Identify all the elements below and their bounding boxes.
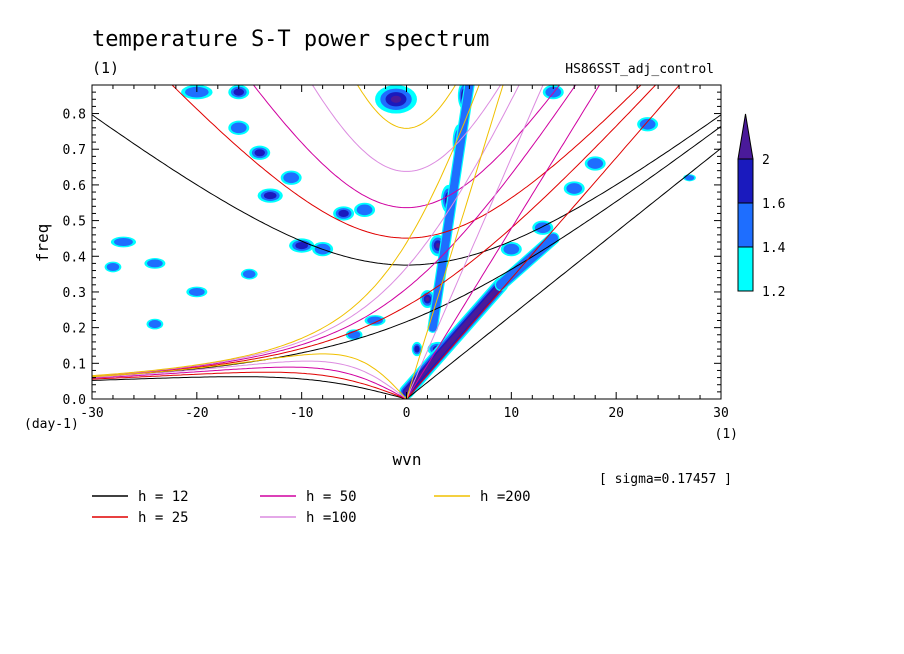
legend-label-h25: h = 25 [138,510,189,526]
spectrum-blob-30-level-1 [639,118,656,130]
spectrum-blob-22-level-1 [188,287,205,296]
y-tick-label: 0.6 [63,179,86,194]
curve-h200-mrg [92,85,480,377]
spectrum-blob-14-level-2 [263,192,277,200]
spectrum-blob-8-level-1 [367,316,383,325]
x-tick-label: -30 [80,406,103,421]
spectrum-ridge-1-level-1 [495,233,559,290]
curve-h12-kelvin [406,147,721,399]
curve-h100-rossby [92,360,407,399]
x-axis-units: (1) [715,427,738,442]
colorbar-segment-2 [737,158,754,204]
curve-h100-ig [311,85,502,172]
spectrum-blob-25-level-1 [242,270,256,279]
chart-units-label: (1) [92,59,119,77]
spectrum-blob-24-level-1 [148,320,162,329]
spectrum-blob-13-level-1 [356,204,373,216]
curve-h12-mrg [92,125,721,378]
x-tick-label: 30 [713,406,729,421]
curve-h25-rossby [92,371,407,399]
curve-h100-kelvin [406,85,544,399]
spectrum-blob-10-level-2 [295,242,308,250]
y-tick-label: 0.8 [63,108,86,123]
x-tick-label: 0 [403,406,411,421]
legend-label-h200: h =200 [480,489,531,505]
colorbar-segment-0 [737,246,754,292]
spectrum-blob-21-level-1 [147,259,163,268]
y-tick-label: 0.5 [63,215,86,230]
y-axis-ticks: 0.0 0.1 0.2 0.3 0.4 0.5 0.6 0.7 0.8 [63,84,721,408]
y-tick-label: 0.7 [63,143,86,158]
spectrum-blob-12-level-2 [338,209,349,218]
x-axis-label: wvn [393,450,422,469]
legend: h = 12 h = 25 h = 50 h =100 h =200 [92,489,531,526]
curve-h50-ig [252,85,561,209]
colorbar-label: 1.6 [762,197,785,212]
dataset-label: HS86SST_adj_control [565,62,714,77]
curve-h50-mrg [92,85,577,377]
spectrum-blob-6-level-2 [414,345,420,353]
spectrum-blob-0-level-3 [390,95,402,103]
x-axis-ticks: -30 -20 -10 0 10 20 30 [80,85,729,421]
y-tick-label: 0.2 [63,322,86,337]
colorbar-label: 1.4 [762,241,786,256]
legend-label-h100: h =100 [306,510,357,526]
y-axis-units: (day-1) [24,417,79,432]
spectrum-blob-32-level-1 [545,86,562,98]
spectrum-blob-15-level-1 [283,172,300,184]
spectrum-blob-5-level-3 [425,296,430,302]
y-axis-label: freq [33,224,52,263]
curve-h50-kelvin [406,85,601,399]
spectrum-blob-26-level-1 [503,243,520,255]
curve-h50-rossby [92,366,407,399]
sigma-note: [ sigma=0.17457 ] [599,472,732,487]
colorbar-segment-1 [737,202,754,248]
dispersion-curves [92,85,721,399]
curve-h200-kelvin [406,85,504,399]
spectrum-blob-4-level-3 [435,242,441,249]
spectrum-blob-31-level-1 [684,175,695,181]
curve-h100-mrg [92,85,520,377]
curve-h12-ig [92,114,721,266]
x-tick-label: -10 [290,406,313,421]
y-tick-label: 0.4 [63,250,87,265]
spectrum-blob-20-level-1 [114,237,133,247]
legend-label-h12: h = 12 [138,489,189,505]
spectrum-blob-16-level-2 [254,149,265,157]
spectrum-blob-23-level-1 [106,262,120,271]
colorbar: 1.2 1.4 1.6 2 [737,113,786,300]
colorbar-label: 2 [762,153,770,168]
spectrum-blob-17-level-1 [230,122,247,134]
curve-h200-ig [356,85,457,129]
curve-h25-kelvin [406,85,681,399]
spectrum-blob-29-level-1 [587,158,604,169]
y-tick-label: 0.0 [63,393,86,408]
x-tick-label: 10 [504,406,520,421]
y-tick-label: 0.1 [63,357,86,372]
spectrum-blob-19-level-2 [233,88,245,96]
spectrum-blob-28-level-1 [566,183,583,194]
chart-title: temperature S-T power spectrum [92,27,489,52]
legend-label-h50: h = 50 [306,489,357,505]
x-tick-label: 20 [608,406,624,421]
spectrum-blob-18-level-1 [185,86,209,98]
curve-h25-mrg [92,85,657,377]
x-tick-label: -20 [185,406,208,421]
curve-h25-ig [171,85,642,239]
y-tick-label: 0.3 [63,286,86,301]
curve-h200-rossby [92,353,407,399]
curve-h12-rossby [92,376,407,399]
colorbar-extend-arrow [737,113,754,160]
colorbar-label: 1.2 [762,285,785,300]
